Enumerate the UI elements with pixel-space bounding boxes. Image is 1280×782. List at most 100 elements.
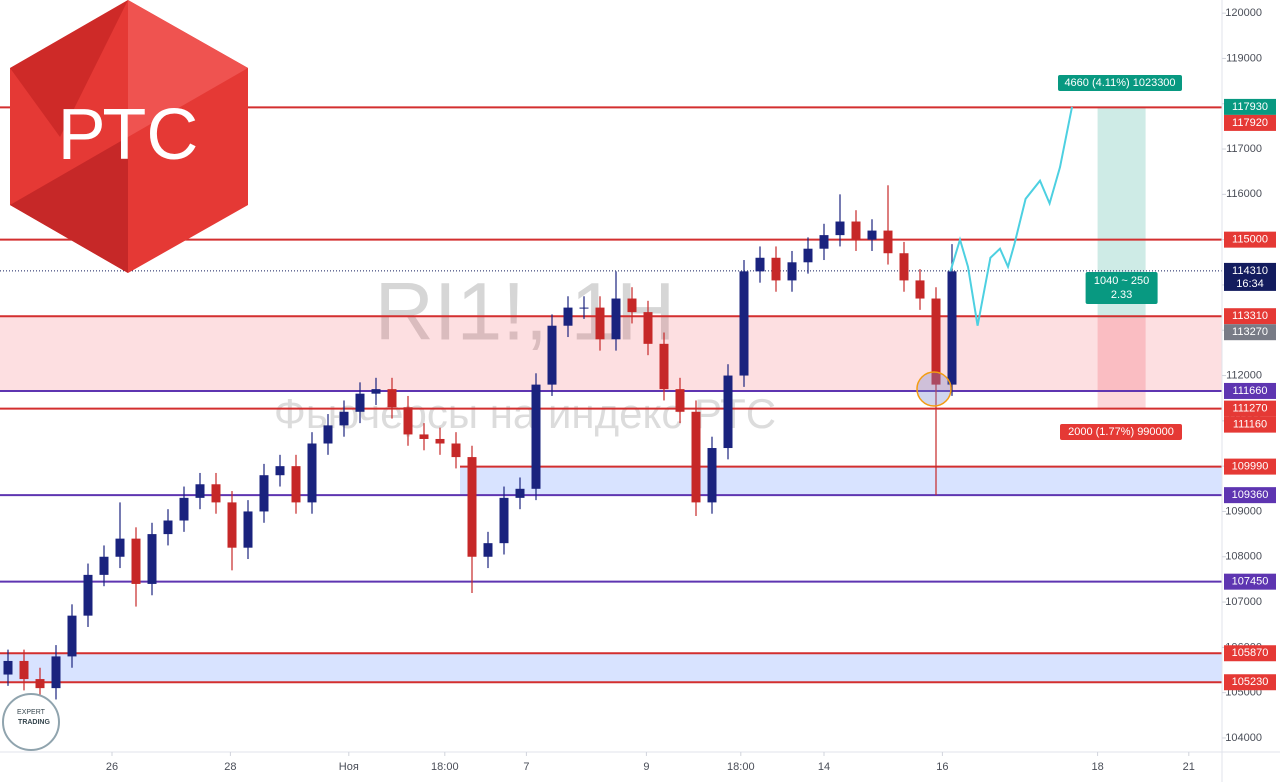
position-loss (1097, 318, 1146, 409)
stop-label-box (1060, 424, 1182, 440)
price-label: 114310 (1232, 265, 1268, 277)
candle-body (3, 660, 13, 675)
candle-body (115, 538, 125, 557)
badge-top: EXPERT (17, 709, 46, 716)
candle-body (787, 262, 797, 281)
candle-body (611, 298, 621, 340)
candle-body (323, 425, 333, 444)
candle-body (531, 384, 541, 489)
candle-body (291, 466, 301, 503)
x-tick-label: 26 (106, 761, 118, 773)
price-label-box (1224, 674, 1276, 691)
watermark-description: Фьючерсы на индекс РТС (274, 390, 776, 437)
zone (0, 653, 1222, 683)
price-label-box (1224, 324, 1276, 341)
candle-body (131, 538, 141, 584)
y-tick-label: 109000 (1225, 505, 1262, 517)
price-label-box (1224, 645, 1276, 662)
target-label-box (1058, 75, 1182, 91)
candle-body (723, 375, 733, 449)
price-label-box (1224, 114, 1276, 131)
price-label-box (1224, 262, 1276, 291)
candle-body (451, 443, 461, 458)
logo-facet (128, 0, 248, 137)
candle-body (67, 615, 77, 657)
watermark-symbol: RI1!, 1H (375, 267, 676, 358)
price-label-box (1224, 98, 1276, 115)
logo-facet (10, 0, 128, 137)
price-label-box (1224, 416, 1276, 433)
candle-body (819, 235, 829, 249)
price-label: 109990 (1232, 461, 1269, 473)
x-tick-label: 16 (936, 761, 948, 773)
price-label-box (1224, 400, 1276, 417)
x-tick-label: 21 (1183, 761, 1195, 773)
candle-body (435, 438, 445, 444)
ratio-label: 1040 ~ 250 (1094, 275, 1149, 287)
price-label-box (1224, 231, 1276, 248)
price-label: 105230 (1232, 676, 1269, 688)
candle-body (195, 484, 205, 498)
candle-body (931, 298, 941, 385)
price-label: 105870 (1232, 647, 1269, 659)
x-tick-label: 7 (523, 761, 529, 773)
x-tick-label: 9 (643, 761, 649, 773)
y-tick-label: 107000 (1225, 596, 1262, 608)
candle-body (691, 411, 701, 503)
price-label-box (1224, 487, 1276, 504)
ratio-label-box (1085, 272, 1158, 304)
ratio-label: 2.33 (1111, 289, 1132, 301)
logo: РТС (10, 0, 248, 273)
candle-body (307, 443, 317, 503)
candle-body (275, 466, 285, 476)
x-tick-label: 18:00 (431, 761, 459, 773)
price-label-box (1224, 458, 1276, 475)
candle-body (899, 253, 909, 281)
candle-body (947, 271, 957, 385)
candle-body (467, 457, 477, 557)
y-tick-label: 120000 (1225, 7, 1262, 19)
candle-body (755, 257, 765, 272)
badge-circle (2, 693, 60, 751)
y-tick-label: 112000 (1226, 369, 1262, 381)
highlight-circle (916, 371, 952, 407)
zone (0, 316, 1222, 391)
candle-body (483, 543, 493, 557)
price-label: 109360 (1232, 489, 1269, 501)
candle-body (579, 307, 589, 309)
price-label: 111270 (1232, 403, 1267, 415)
candle-body (227, 502, 237, 548)
candle-body (243, 511, 253, 548)
candle-body (659, 343, 669, 390)
price-label: 117920 (1232, 117, 1268, 129)
price-label: 111160 (1233, 419, 1267, 431)
candle-body (371, 389, 381, 394)
candle-body (563, 307, 573, 326)
candle-body (51, 656, 61, 689)
candle-body (179, 497, 189, 521)
price-label-box (1224, 308, 1276, 325)
y-tick-label: 119000 (1226, 52, 1262, 64)
x-tick-label: 28 (224, 761, 236, 773)
price-label: 111660 (1232, 385, 1267, 397)
candle-body (771, 257, 781, 281)
x-tick-label: Ноя (339, 761, 359, 773)
candle-body (803, 248, 813, 263)
candle-body (739, 271, 749, 376)
candle-body (675, 389, 685, 412)
candle-body (915, 280, 925, 299)
projection-line (949, 106, 1073, 326)
candle-body (387, 389, 397, 408)
candle-body (19, 660, 29, 680)
price-label: 115000 (1232, 234, 1268, 246)
candle-body (627, 298, 637, 313)
stop-label: 2000 (1.77%) 990000 (1068, 426, 1174, 438)
candle-body (355, 393, 365, 412)
candle-body (547, 325, 557, 385)
y-tick-label: 108000 (1225, 551, 1262, 563)
candle-body (147, 534, 157, 584)
candle-body (403, 407, 413, 435)
candle-body (851, 221, 861, 240)
price-label: 107450 (1232, 576, 1269, 588)
